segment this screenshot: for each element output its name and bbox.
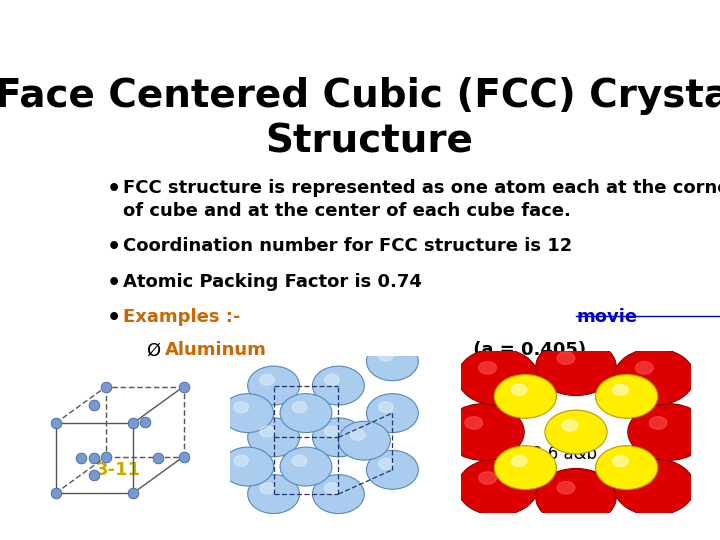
Circle shape [635,362,653,374]
Circle shape [595,375,658,418]
Text: Ø: Ø [145,341,160,359]
Circle shape [545,410,607,454]
Point [178,382,189,391]
Circle shape [248,418,300,457]
Text: Face Centered Cubic (FCC) Crystal
Structure: Face Centered Cubic (FCC) Crystal Struct… [0,77,720,161]
Circle shape [260,374,274,385]
Circle shape [465,417,482,429]
Circle shape [628,403,708,460]
Point [100,452,112,461]
Text: 3-11: 3-11 [96,461,140,478]
Point [76,454,86,462]
Point [127,489,139,497]
Circle shape [379,458,393,469]
Circle shape [479,362,497,374]
Text: •: • [107,238,121,258]
Circle shape [613,384,629,395]
Text: Coordination number for FCC structure is 12: Coordination number for FCC structure is… [124,238,572,255]
Circle shape [280,394,332,433]
Circle shape [614,349,695,405]
Text: Atomic Packing Factor is 0.74: Atomic Packing Factor is 0.74 [124,273,423,291]
Circle shape [557,482,575,494]
Circle shape [338,421,390,460]
Circle shape [536,468,616,525]
Circle shape [260,483,274,494]
Circle shape [457,349,538,405]
Point [50,489,61,497]
Point [50,418,61,427]
Circle shape [292,402,307,413]
Circle shape [248,366,300,405]
Circle shape [234,402,248,413]
Point [139,417,150,426]
Point [153,454,164,462]
Point [89,401,100,409]
Point [89,470,100,479]
Circle shape [562,420,577,431]
Circle shape [494,375,557,418]
Circle shape [444,403,524,460]
Circle shape [325,374,339,385]
Circle shape [479,472,497,484]
Circle shape [222,394,274,433]
Circle shape [234,455,248,466]
Text: •: • [107,179,121,199]
Text: •: • [107,308,121,328]
Circle shape [536,339,616,395]
Circle shape [260,426,274,437]
Circle shape [312,475,364,514]
Circle shape [614,459,695,515]
Text: •: • [107,273,121,293]
Circle shape [366,450,418,489]
Circle shape [351,429,365,440]
Circle shape [494,446,557,489]
Point [89,454,100,462]
Circle shape [613,456,629,467]
Circle shape [635,472,653,484]
Circle shape [379,402,393,413]
Circle shape [222,447,274,486]
Circle shape [325,426,339,437]
Circle shape [457,459,538,515]
Circle shape [325,483,339,494]
Circle shape [280,447,332,486]
Circle shape [649,417,667,429]
Text: FCC structure is represented as one atom each at the corner
of cube and at the c: FCC structure is represented as one atom… [124,179,720,220]
Circle shape [511,456,527,467]
Text: Figure 3.6 a&b: Figure 3.6 a&b [476,446,597,463]
Circle shape [595,446,658,489]
Circle shape [292,455,307,466]
Text: movie: movie [576,308,637,326]
Circle shape [312,366,364,405]
Circle shape [366,342,418,381]
Circle shape [312,418,364,457]
Point [100,382,112,391]
Circle shape [366,394,418,433]
Point [178,452,189,461]
Circle shape [511,384,527,395]
Circle shape [248,475,300,514]
Circle shape [557,352,575,365]
Text: Aluminum: Aluminum [166,341,267,359]
Point [127,418,139,427]
Circle shape [379,350,393,361]
Text: Examples :-: Examples :- [124,308,247,326]
Text: (a = 0.405): (a = 0.405) [467,341,586,359]
